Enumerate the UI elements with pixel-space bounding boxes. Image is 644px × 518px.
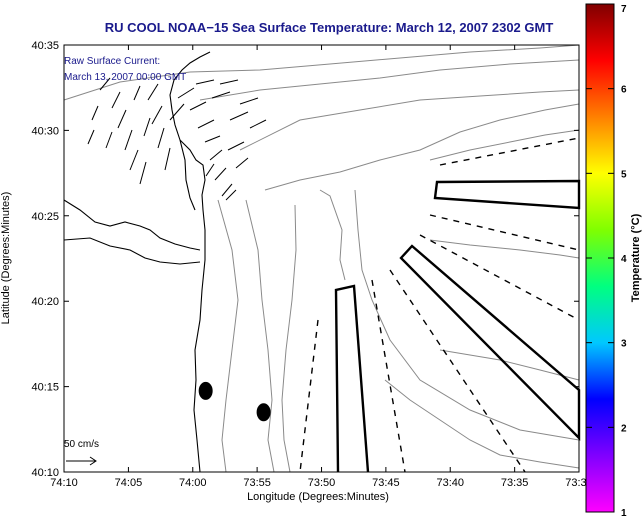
x-tick-label: 74:05 (115, 477, 143, 489)
x-tick-label: 73:35 (501, 477, 529, 489)
y-tick-label: 40:25 (31, 211, 59, 223)
station-marker (256, 403, 271, 422)
y-tick-label: 40:10 (31, 467, 59, 479)
x-tick-label: 73:40 (436, 477, 464, 489)
station-marker (198, 381, 213, 400)
bathymetry-contours (63, 44, 580, 473)
coastline (63, 51, 211, 473)
radar-sector-box (334, 284, 370, 473)
y-tick-label: 40:30 (31, 125, 59, 137)
colorbar-label: Temperature (°C) (630, 213, 642, 302)
colorbar-tick-label: 1 (621, 508, 627, 518)
current-note-line2: March 13, 2007 00:00 GMT (64, 72, 186, 83)
colorbar-tick-label: 2 (621, 423, 627, 434)
colorbar-tick-label: 6 (621, 85, 627, 96)
y-tick-label: 40:35 (31, 40, 59, 52)
marker-layer (198, 381, 271, 422)
dashed-line (371, 279, 406, 473)
colorbar-tick-label: 3 (621, 339, 627, 350)
y-tick-label: 40:15 (31, 382, 59, 394)
x-tick-label: 73:45 (372, 477, 400, 489)
x-tick-label: 73:50 (308, 477, 336, 489)
colorbar-ticks: 1 2 3 4 5 6 7 (586, 3, 627, 518)
y-axis-label: Latitude (Degrees:Minutes) (0, 192, 12, 325)
x-tick-label: 74:10 (50, 477, 78, 489)
current-note-line1: Raw Surface Current: (64, 56, 160, 67)
colorbar-tick-label: 7 (621, 4, 627, 15)
y-tick-label: 40:20 (31, 296, 59, 308)
x-tick-label: 73:55 (243, 477, 271, 489)
plot-area (64, 45, 579, 472)
y-axis: 40:10 40:15 40:20 40:25 40:30 40:35 (31, 40, 579, 479)
colorbar-tick-label: 5 (621, 169, 627, 180)
colorbar-tick-label: 4 (621, 254, 627, 265)
current-vectors (87, 77, 267, 201)
scale-arrow (66, 456, 97, 466)
dashed-line (389, 269, 526, 473)
x-tick-label: 74:00 (179, 477, 207, 489)
chart-title: RU COOL NOAA−15 Sea Surface Temperature:… (105, 20, 554, 35)
x-axis-label: Longitude (Degrees:Minutes) (247, 491, 389, 503)
dashed-line (299, 319, 319, 473)
scale-label: 50 cm/s (64, 439, 99, 450)
dashed-line (429, 214, 580, 251)
